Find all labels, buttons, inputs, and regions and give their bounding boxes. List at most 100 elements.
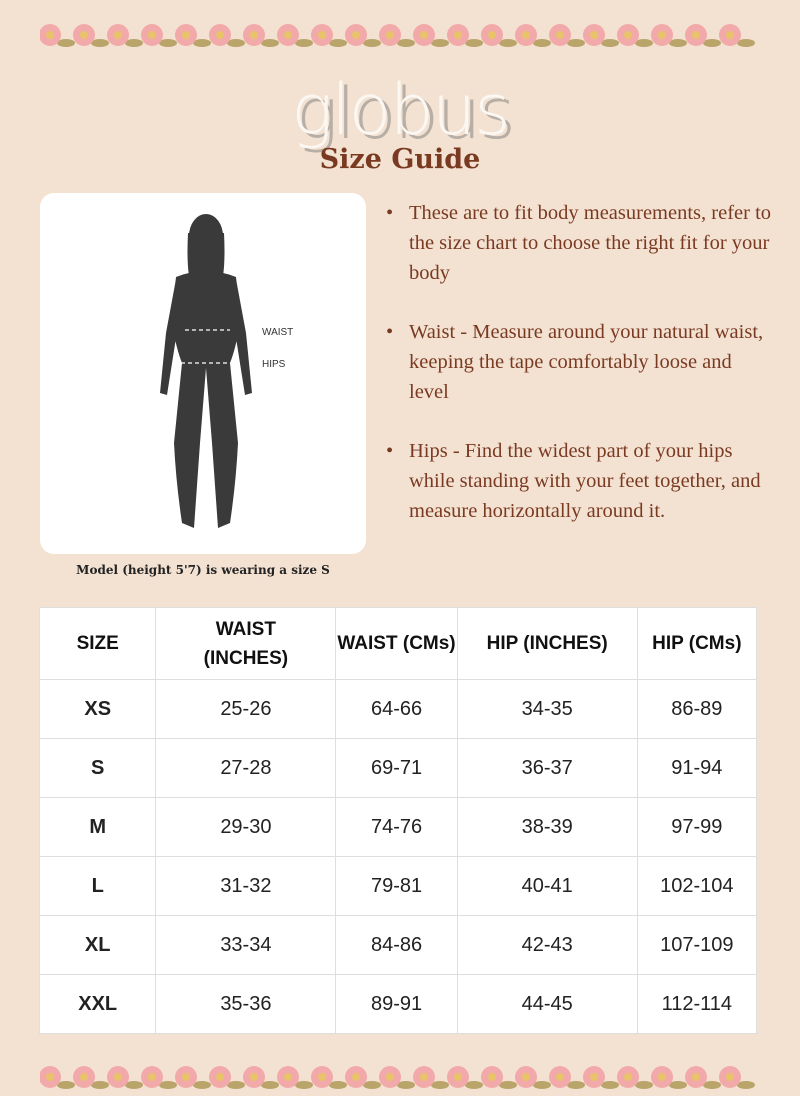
body-figure-card: WAIST HIPS <box>40 193 366 554</box>
measurement-cell: 29-30 <box>155 797 337 857</box>
leaf-icon <box>737 1081 755 1089</box>
measurement-cell: 44-45 <box>456 974 638 1034</box>
leaf-icon <box>363 39 381 47</box>
measurement-cell: 112-114 <box>636 974 758 1034</box>
body-silhouette-icon <box>160 214 252 528</box>
flower-center-icon <box>658 1073 666 1081</box>
leaf-icon <box>57 39 75 47</box>
flower-center-icon <box>556 1073 564 1081</box>
leaf-icon <box>329 39 347 47</box>
measurement-cell: 102-104 <box>636 856 758 916</box>
measurement-cell: 89-91 <box>335 974 458 1034</box>
leaf-icon <box>431 1081 449 1089</box>
measurement-cell: 31-32 <box>155 856 337 916</box>
leaf-icon <box>601 39 619 47</box>
leaf-icon <box>295 1081 313 1089</box>
measurement-cell: 107-109 <box>636 915 758 975</box>
flower-center-icon <box>726 31 734 39</box>
flower-center-icon <box>114 1073 122 1081</box>
flower-center-icon <box>284 1073 292 1081</box>
measurement-cell: 64-66 <box>335 679 458 739</box>
flower-center-icon <box>114 31 122 39</box>
size-cell: M <box>38 797 157 857</box>
measurement-cell: 38-39 <box>456 797 638 857</box>
flower-center-icon <box>692 31 700 39</box>
flower-center-icon <box>726 1073 734 1081</box>
leaf-icon <box>227 1081 245 1089</box>
flower-center-icon <box>692 1073 700 1081</box>
measurement-cell: 79-81 <box>335 856 458 916</box>
flower-center-icon <box>454 31 462 39</box>
hips-label: HIPS <box>262 359 286 370</box>
table-row: S 27-28 69-71 36-37 91-94 <box>38 738 758 798</box>
flower-center-icon <box>624 31 632 39</box>
flower-center-icon <box>590 31 598 39</box>
size-cell: XL <box>38 915 157 975</box>
table-row: XS 25-26 64-66 34-35 86-89 <box>38 679 758 739</box>
leaf-icon <box>533 1081 551 1089</box>
flower-center-icon <box>46 31 54 39</box>
table-row: M 29-30 74-76 38-39 97-99 <box>38 797 758 857</box>
floral-border-bottom <box>40 1046 760 1096</box>
table-row: XL 33-34 84-86 42-43 107-109 <box>38 915 758 975</box>
flower-center-icon <box>590 1073 598 1081</box>
measurement-cell: 86-89 <box>636 679 758 739</box>
measurement-cell: 69-71 <box>335 738 458 798</box>
header-hip-cms: HIP (CMs) <box>636 607 758 680</box>
measurement-cell: 35-36 <box>155 974 337 1034</box>
size-cell: XS <box>38 679 157 739</box>
leaf-icon <box>261 1081 279 1089</box>
flower-center-icon <box>80 1073 88 1081</box>
leaf-icon <box>635 1081 653 1089</box>
leaf-icon <box>465 39 483 47</box>
bullet-waist: Waist - Measure around your natural wais… <box>384 317 774 407</box>
model-caption: Model (height 5'7) is wearing a size S <box>76 563 330 577</box>
flower-center-icon <box>420 31 428 39</box>
flower-center-icon <box>454 1073 462 1081</box>
flower-center-icon <box>522 1073 530 1081</box>
flower-center-icon <box>216 1073 224 1081</box>
size-cell: XXL <box>38 974 157 1034</box>
leaf-icon <box>397 39 415 47</box>
leaf-icon <box>329 1081 347 1089</box>
flower-center-icon <box>658 31 666 39</box>
measurement-cell: 25-26 <box>155 679 337 739</box>
leaf-icon <box>635 39 653 47</box>
leaf-icon <box>125 39 143 47</box>
leaf-icon <box>227 39 245 47</box>
page-title: Size Guide <box>319 144 481 175</box>
leaf-icon <box>737 39 755 47</box>
flower-center-icon <box>318 1073 326 1081</box>
measurement-cell: 84-86 <box>335 915 458 975</box>
flower-center-icon <box>182 31 190 39</box>
measurement-cell: 97-99 <box>636 797 758 857</box>
leaf-icon <box>499 1081 517 1089</box>
flower-center-icon <box>624 1073 632 1081</box>
flower-center-icon <box>182 1073 190 1081</box>
flower-center-icon <box>386 1073 394 1081</box>
table-header-row: SIZE WAIST (INCHES) WAIST (CMs) HIP (INC… <box>38 607 758 680</box>
leaf-icon <box>499 39 517 47</box>
flower-center-icon <box>284 31 292 39</box>
measurement-cell: 33-34 <box>155 915 337 975</box>
leaf-icon <box>533 39 551 47</box>
leaf-icon <box>431 39 449 47</box>
leaf-icon <box>91 39 109 47</box>
flower-center-icon <box>352 1073 360 1081</box>
bullet-fit: These are to fit body measurements, refe… <box>384 198 774 288</box>
brand-logo: globus <box>291 69 511 151</box>
leaf-icon <box>159 1081 177 1089</box>
leaf-icon <box>601 1081 619 1089</box>
leaf-icon <box>669 39 687 47</box>
leaf-icon <box>57 1081 75 1089</box>
measurement-cell: 42-43 <box>456 915 638 975</box>
leaf-icon <box>567 39 585 47</box>
flower-center-icon <box>386 31 394 39</box>
leaf-icon <box>261 39 279 47</box>
measurement-cell: 91-94 <box>636 738 758 798</box>
bullet-hips: Hips - Find the widest part of your hips… <box>384 436 774 526</box>
leaf-icon <box>567 1081 585 1089</box>
flower-center-icon <box>250 31 258 39</box>
flower-center-icon <box>80 31 88 39</box>
leaf-icon <box>669 1081 687 1089</box>
